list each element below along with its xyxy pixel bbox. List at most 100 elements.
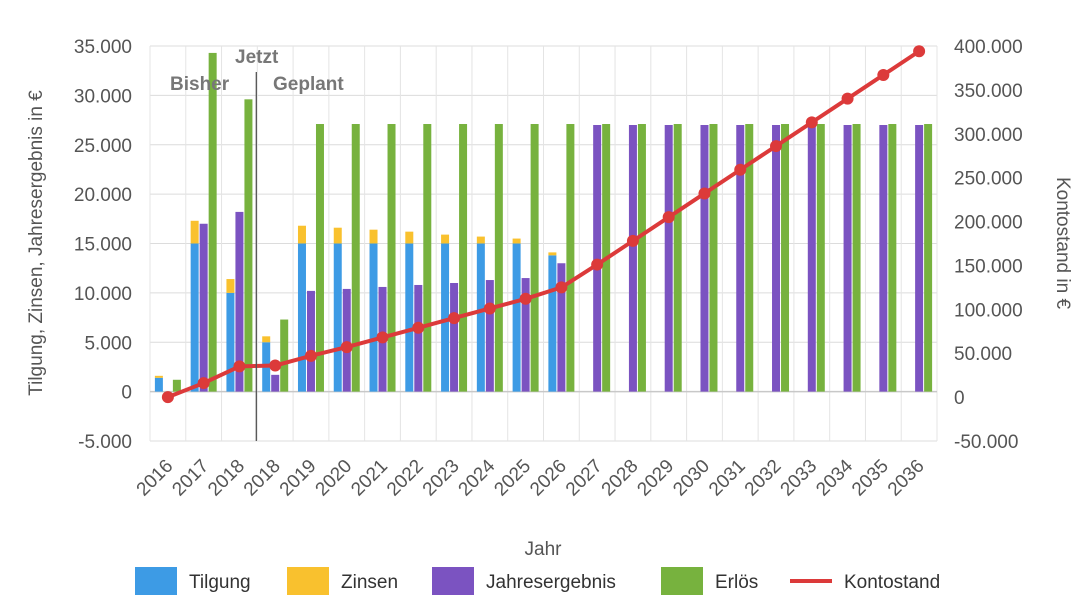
bar-jahresergebnis (772, 125, 781, 392)
x-tick-label: 2029 (633, 456, 678, 501)
x-tick-label: 2020 (312, 456, 357, 501)
legend-swatch-zinsen (287, 567, 329, 595)
bar-jahresergebnis (807, 125, 816, 392)
bar-tilgung (154, 377, 163, 392)
x-tick-label: 2016 (133, 456, 178, 501)
kontostand-point (841, 92, 854, 105)
kontostand-point (483, 302, 496, 315)
bar-erloes (781, 124, 790, 392)
bar-erloes (816, 124, 825, 392)
kontostand-point (626, 234, 639, 247)
bar-zinsen (512, 238, 521, 244)
kontostand-point (448, 312, 461, 325)
bar-zinsen (262, 336, 271, 343)
kontostand-point (340, 341, 353, 354)
legend-label-kontostand: Kontostand (844, 572, 940, 593)
bar-erloes (172, 379, 181, 392)
kontostand-point (662, 211, 675, 224)
x-tick-label: 2027 (562, 456, 607, 501)
bar-jahresergebnis (557, 263, 566, 392)
bar-jahresergebnis (199, 223, 208, 392)
bar-erloes (852, 124, 861, 392)
bar-marks (154, 52, 933, 392)
x-tick-label: 2030 (669, 456, 714, 501)
bar-jahresergebnis (700, 125, 709, 392)
bar-jahresergebnis (521, 278, 530, 392)
kontostand-point (376, 331, 389, 344)
kontostand-point (770, 140, 783, 153)
bar-erloes (673, 124, 682, 392)
y-left-tick-label: -5.000 (78, 432, 132, 453)
y-right-tick-label: 0 (954, 388, 965, 409)
kontostand-point (734, 163, 747, 176)
kontostand-point (698, 187, 711, 200)
bar-erloes (494, 124, 503, 392)
bar-erloes (530, 124, 539, 392)
annotation-geplant: Geplant (273, 74, 344, 95)
bar-tilgung (226, 292, 235, 392)
kontostand-point (161, 391, 174, 404)
bar-jahresergebnis (485, 280, 494, 392)
legend-label-erloes: Erlös (715, 572, 758, 593)
bar-erloes (315, 124, 324, 392)
y-left-tick-label: 5.000 (84, 333, 132, 354)
y-right-tick-label: 250.000 (954, 169, 1023, 190)
kontostand-point (591, 258, 604, 271)
bar-zinsen (476, 236, 485, 244)
bar-erloes (637, 124, 646, 392)
bar-jahresergebnis (342, 288, 351, 392)
bar-erloes (280, 319, 289, 392)
bar-zinsen (405, 231, 414, 244)
x-tick-label: 2026 (526, 456, 571, 501)
bar-jahresergebnis (306, 290, 315, 392)
bar-erloes (423, 124, 432, 392)
bar-zinsen (226, 279, 235, 293)
y-left-tick-label: 0 (121, 383, 132, 404)
y-right-tick-label: 400.000 (954, 37, 1023, 58)
y-left-tick-label: 25.000 (74, 136, 132, 157)
bar-tilgung (297, 243, 306, 392)
bar-jahresergebnis (843, 125, 852, 392)
bar-tilgung (333, 243, 342, 392)
legend: Tilgung Zinsen Jahresergebnis Erlös Kontosta… (135, 567, 940, 595)
kontostand-point (555, 281, 568, 294)
bar-zinsen (333, 227, 342, 244)
bar-erloes (208, 52, 217, 392)
kontostand-point (913, 45, 926, 58)
legend-swatch-jahresergebnis (432, 567, 474, 595)
kontostand-point (233, 360, 246, 373)
legend-swatch-tilgung (135, 567, 177, 595)
y-left-tick-label: 35.000 (74, 37, 132, 58)
kontostand-point (877, 68, 890, 81)
bar-erloes (351, 124, 360, 392)
bar-erloes (566, 124, 575, 392)
x-tick-label: 2021 (347, 456, 392, 501)
bar-erloes (745, 124, 754, 392)
bar-tilgung (190, 243, 199, 392)
bar-erloes (924, 124, 933, 392)
bar-tilgung (512, 243, 521, 392)
bar-tilgung (548, 255, 557, 392)
x-tick-label: 2028 (598, 456, 643, 501)
y-right-tick-label: 300.000 (954, 125, 1023, 146)
bar-jahresergebnis (736, 125, 745, 392)
x-tick-label: 2023 (419, 456, 464, 501)
x-tick-label: 2022 (383, 456, 428, 501)
bar-jahresergebnis (450, 283, 459, 392)
y-left-tick-label: 20.000 (74, 185, 132, 206)
bar-tilgung (405, 243, 414, 392)
kontostand-line (161, 45, 926, 404)
bar-tilgung (476, 243, 485, 392)
kontostand-point (197, 377, 210, 390)
x-tick-label: 2033 (777, 456, 822, 501)
legend-label-jahresergebnis: Jahresergebnis (486, 572, 616, 593)
bar-erloes (459, 124, 468, 392)
kontostand-point (412, 321, 425, 334)
annotation-jetzt: Jetzt (235, 47, 279, 68)
y-left-tick-label: 15.000 (74, 235, 132, 256)
y-right-tick-label: 350.000 (954, 81, 1023, 102)
bar-zinsen (369, 229, 378, 244)
kontostand-point (519, 292, 532, 305)
x-tick-label: 2017 (168, 456, 213, 501)
